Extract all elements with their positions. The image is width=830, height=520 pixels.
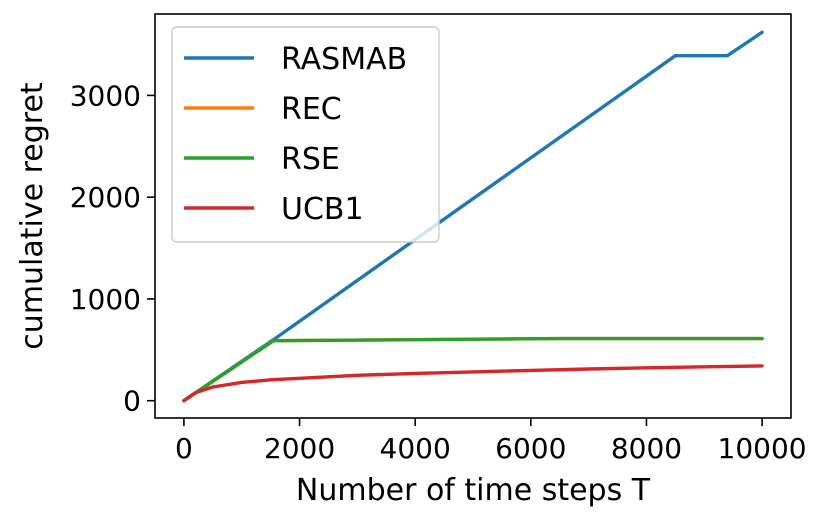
x-tick-label: 8000 bbox=[611, 432, 682, 465]
x-tick-label: 10000 bbox=[718, 432, 807, 465]
axes-frame bbox=[154, 13, 792, 419]
legend-label-rasmab: RASMAB bbox=[281, 42, 407, 77]
legend-box bbox=[171, 26, 440, 243]
series-line-rec bbox=[182, 336, 764, 403]
x-tick-label: 6000 bbox=[495, 432, 566, 465]
x-tick-label: 4000 bbox=[380, 432, 451, 465]
series-line-ucb1 bbox=[182, 364, 764, 403]
series-lines bbox=[182, 30, 764, 403]
y-axis-label: cumulative regret bbox=[15, 82, 50, 350]
y-tick-label: 3000 bbox=[70, 79, 141, 112]
legend-label-ucb1: UCB1 bbox=[281, 192, 364, 227]
legend-label-rse: RSE bbox=[281, 142, 340, 177]
y-tick-label: 2000 bbox=[70, 181, 141, 214]
y-tick-label: 0 bbox=[123, 385, 141, 418]
y-axis-ticks: 0 1000 2000 3000 bbox=[70, 79, 155, 418]
series-line-rse bbox=[182, 336, 764, 403]
x-tick-label: 0 bbox=[175, 432, 193, 465]
x-axis-label: Number of time steps T bbox=[296, 473, 651, 508]
legend-label-rec: REC bbox=[281, 92, 342, 127]
x-axis-ticks: 0 2000 4000 6000 8000 10000 bbox=[175, 418, 807, 465]
y-tick-label: 1000 bbox=[70, 283, 141, 316]
x-tick-label: 2000 bbox=[264, 432, 335, 465]
legend: RASMAB REC RSE UCB1 bbox=[171, 26, 440, 243]
